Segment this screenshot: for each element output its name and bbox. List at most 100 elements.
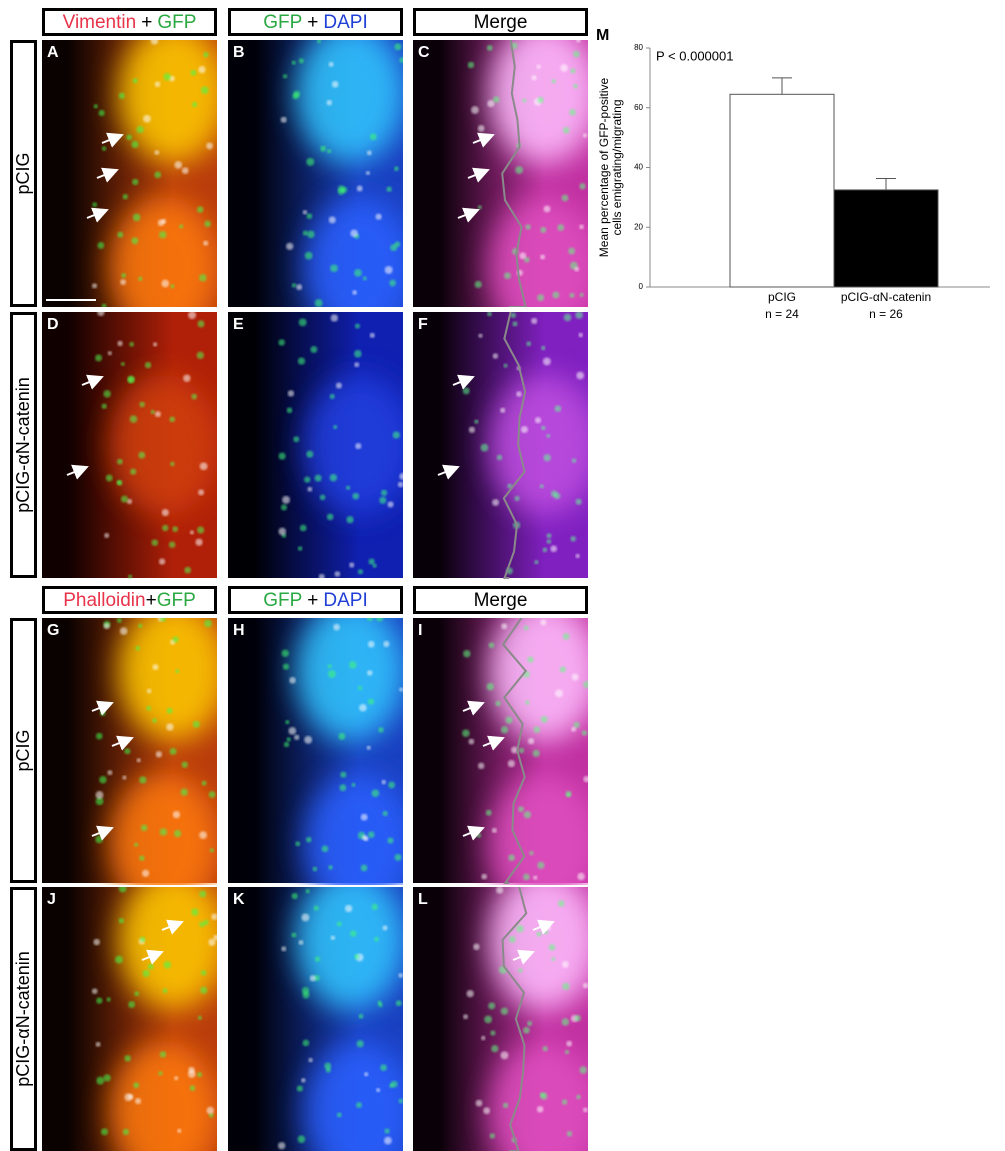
- cell: [315, 475, 322, 482]
- cell: [184, 567, 191, 574]
- bar-chart: M020406080Mean percentage of GFP-positiv…: [596, 27, 990, 321]
- cell: [197, 320, 204, 327]
- cell: [301, 1078, 306, 1083]
- header-part: +: [141, 12, 152, 33]
- cell: [531, 75, 536, 80]
- cell: [376, 615, 383, 622]
- cell: [474, 419, 478, 423]
- cell: [190, 530, 194, 534]
- cell: [368, 699, 374, 705]
- cell: [382, 925, 387, 930]
- cell: [543, 1046, 548, 1051]
- cell: [330, 394, 335, 399]
- cell: [284, 742, 289, 747]
- cell: [299, 940, 304, 945]
- cell: [286, 737, 290, 741]
- cell: [94, 104, 98, 108]
- cell: [367, 615, 373, 621]
- cell: [99, 110, 105, 116]
- cell: [358, 569, 363, 574]
- y-tick-label: 40: [634, 163, 643, 172]
- x-tick-label: pCIG: [768, 290, 796, 304]
- cell: [527, 656, 533, 662]
- cell: [557, 224, 564, 231]
- cell: [551, 957, 555, 961]
- cell: [525, 700, 529, 704]
- cell: [544, 206, 551, 213]
- cell: [372, 564, 376, 568]
- image-panel: [228, 601, 414, 913]
- cell: [139, 776, 146, 783]
- cell: [190, 70, 196, 76]
- cell: [577, 873, 584, 880]
- cell: [146, 706, 151, 711]
- cell: [307, 231, 315, 239]
- cell: [371, 789, 379, 797]
- cell: [151, 37, 159, 45]
- row-label: pCIG: [13, 152, 33, 194]
- cell: [328, 664, 332, 668]
- image-panel: [228, 23, 414, 337]
- cell: [198, 1016, 202, 1020]
- header-part: GFP: [157, 590, 196, 611]
- cell: [560, 666, 566, 672]
- cell: [562, 983, 569, 990]
- cell: [346, 486, 350, 490]
- y-axis-label: cells emigrating/migrating: [610, 99, 624, 235]
- cell: [288, 390, 294, 396]
- cell: [475, 281, 482, 288]
- cell: [295, 841, 300, 846]
- cell: [202, 781, 207, 786]
- cell: [562, 961, 569, 968]
- cell: [509, 936, 516, 943]
- cell: [324, 1063, 331, 1070]
- row-label: pCIG: [13, 729, 33, 771]
- cell: [493, 96, 499, 102]
- cell: [497, 455, 503, 461]
- cell: [306, 837, 312, 843]
- cell: [376, 1088, 380, 1092]
- cell: [370, 133, 377, 140]
- cell: [549, 944, 556, 951]
- cell: [493, 353, 498, 358]
- cell: [169, 541, 176, 548]
- cell: [330, 474, 338, 482]
- cell: [141, 824, 148, 831]
- cell: [359, 1014, 364, 1019]
- cell: [147, 689, 152, 694]
- cell: [326, 100, 332, 106]
- cell: [123, 194, 128, 199]
- cell: [386, 186, 391, 191]
- cell: [558, 900, 565, 907]
- cell: [529, 851, 534, 856]
- header-part: DAPI: [323, 590, 367, 611]
- cell: [501, 726, 508, 733]
- cell: [354, 269, 362, 277]
- cell: [540, 484, 544, 488]
- cell: [95, 354, 102, 361]
- cell: [364, 1072, 368, 1076]
- cell: [519, 252, 526, 259]
- row-label: pCIG-αN-catenin: [13, 951, 33, 1086]
- header-text: Phalloidin+GFP: [63, 590, 196, 611]
- cell: [281, 946, 286, 951]
- cell: [143, 115, 151, 123]
- cell: [576, 372, 584, 380]
- cell: [469, 427, 475, 433]
- cell: [478, 334, 482, 338]
- cell: [281, 117, 287, 123]
- cell: [534, 560, 538, 564]
- cell: [379, 497, 386, 504]
- cell: [162, 525, 169, 532]
- image-glow: [489, 23, 599, 163]
- cell: [579, 1066, 587, 1074]
- cell: [541, 346, 545, 350]
- cell: [128, 1001, 135, 1008]
- cell: [182, 761, 188, 767]
- cell: [355, 323, 360, 328]
- cell: [304, 476, 310, 482]
- cell: [204, 221, 211, 228]
- cell: [299, 318, 307, 326]
- cell: [471, 106, 479, 114]
- cell: [92, 202, 97, 207]
